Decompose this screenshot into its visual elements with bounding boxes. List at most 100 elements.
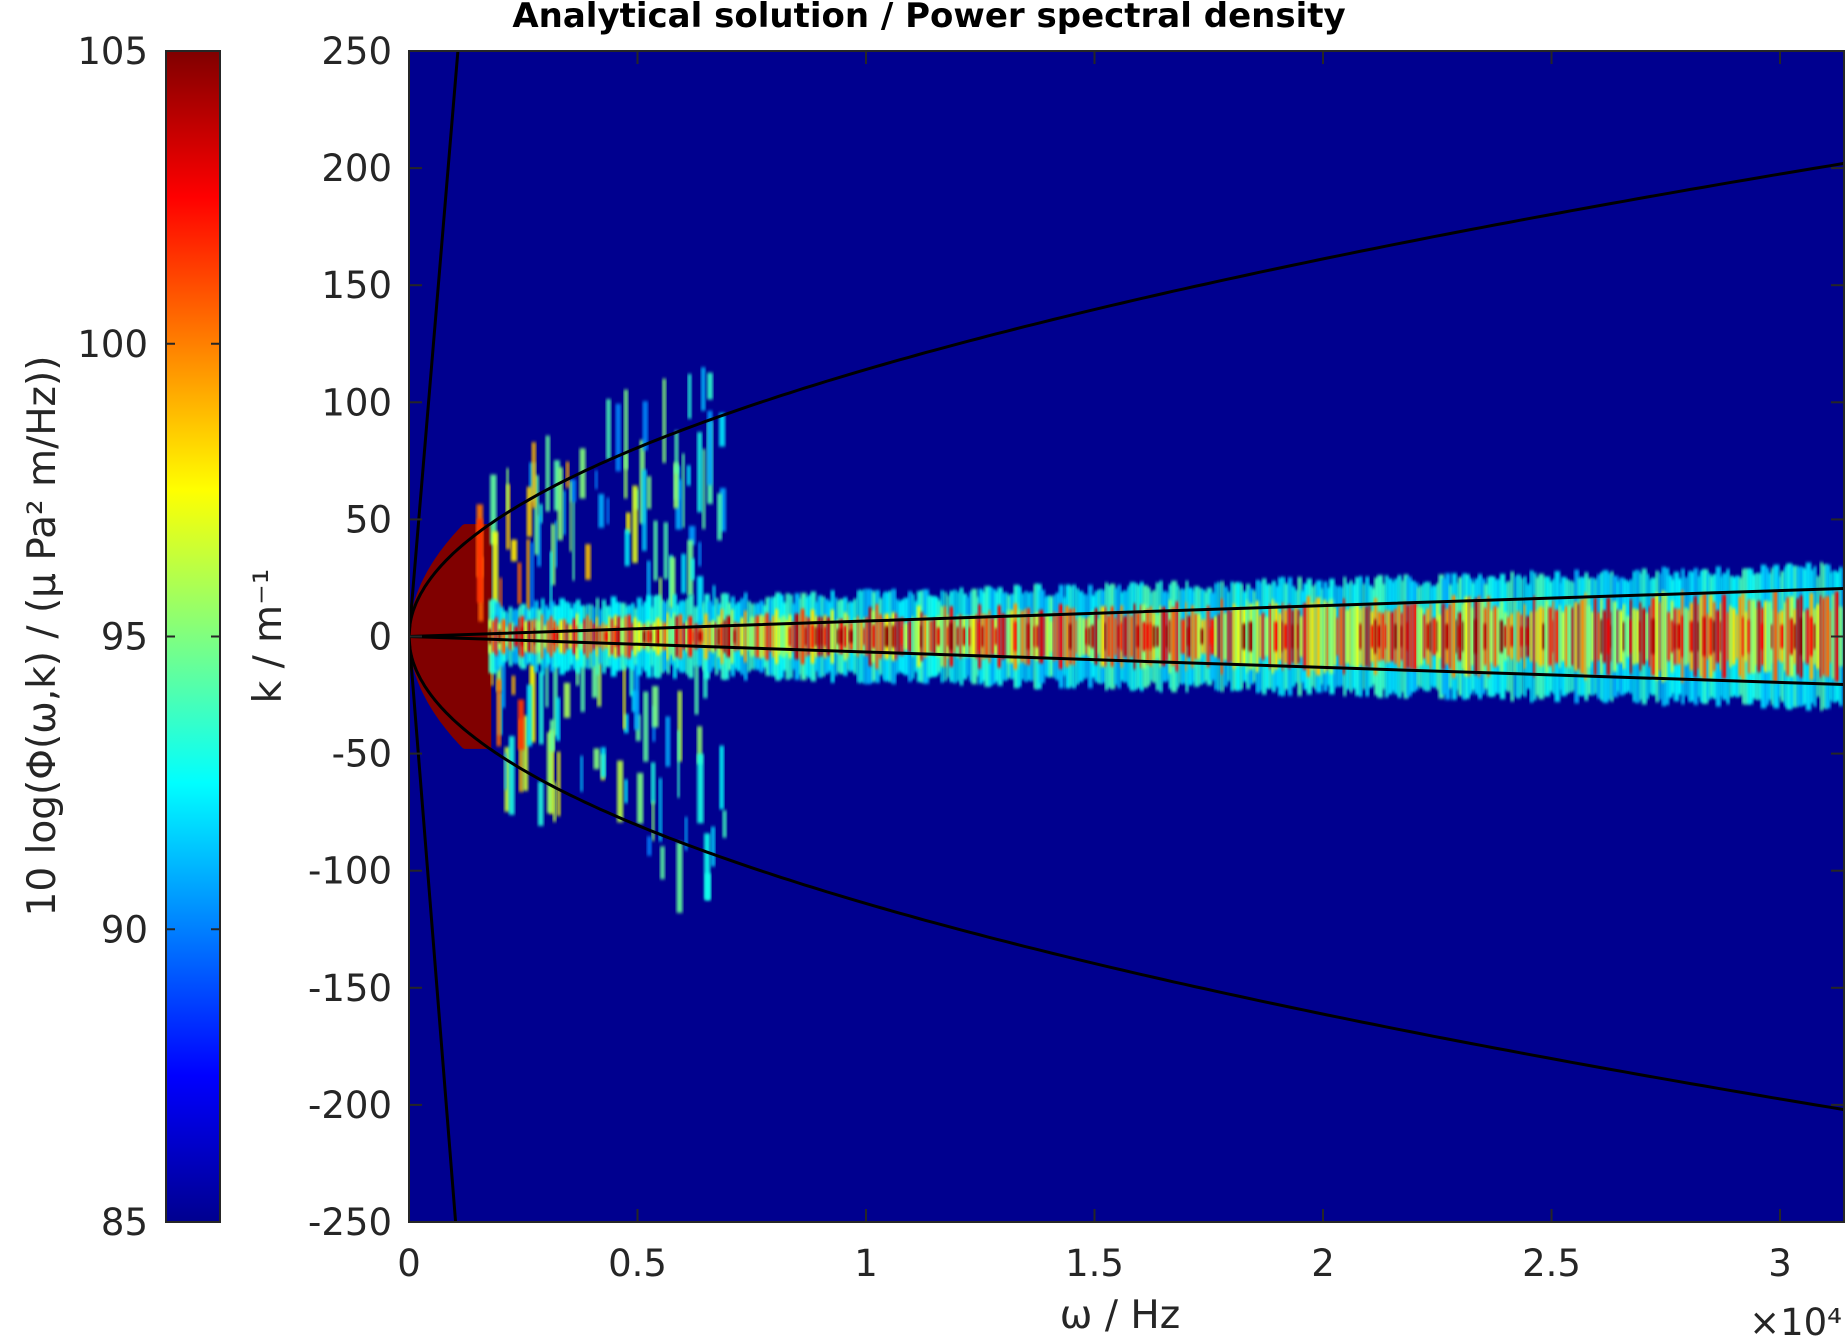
ridge-peak xyxy=(1697,621,1701,652)
ridge-core xyxy=(1058,604,1064,669)
ridge-core xyxy=(682,623,687,650)
ridge-core xyxy=(1738,596,1744,677)
ridge-core xyxy=(624,615,629,658)
ridge-peak xyxy=(978,622,984,651)
ridge-core xyxy=(940,606,944,667)
ridge-core xyxy=(1062,613,1067,660)
ridge-peak xyxy=(1526,627,1531,646)
ridge-core xyxy=(1822,598,1828,675)
ridge-core xyxy=(678,614,684,659)
ridge-core xyxy=(620,618,627,655)
heatmap-speckle xyxy=(632,485,638,563)
ridge-core xyxy=(798,614,803,659)
ridge-core xyxy=(495,617,501,656)
ridge-core xyxy=(1464,596,1470,677)
dispersion-curve xyxy=(409,161,1844,637)
ridge-peak xyxy=(1651,618,1657,655)
ridge-peak xyxy=(534,628,539,645)
ridge-core xyxy=(1441,603,1448,670)
heatmap-speckle xyxy=(572,499,575,581)
ridge-peak xyxy=(1503,625,1508,648)
ridge-peak xyxy=(1187,627,1194,646)
ridge-core xyxy=(1268,604,1273,669)
dispersion-curve xyxy=(409,51,460,637)
ridge-peak xyxy=(1676,623,1683,650)
ridge-core xyxy=(1767,601,1773,672)
ridge-peak xyxy=(1120,622,1125,651)
heatmap-speckle xyxy=(650,762,656,804)
ridge-peak xyxy=(1168,619,1173,654)
ridge-core xyxy=(707,621,713,652)
heatmap-speckle xyxy=(722,810,727,838)
ridge-peak xyxy=(1117,625,1122,648)
ridge-core xyxy=(907,620,912,653)
ridge-core xyxy=(1078,615,1084,658)
ridge-core xyxy=(1493,605,1499,668)
ridge-peak xyxy=(821,627,825,646)
ridge-core xyxy=(1568,605,1573,668)
ridge-core xyxy=(685,620,690,653)
ridge-core xyxy=(1574,601,1579,672)
ridge-core xyxy=(1403,602,1409,671)
heatmap-speckle xyxy=(624,529,630,567)
ridge-core xyxy=(1004,614,1009,659)
ridge-core xyxy=(491,620,498,653)
ridge-core xyxy=(1278,613,1283,660)
ridge-core xyxy=(1533,596,1537,677)
heatmap-speckle xyxy=(637,772,644,824)
ridge-core xyxy=(1802,611,1808,662)
ridge-peak xyxy=(595,627,600,646)
ridge-peak xyxy=(817,627,822,646)
heatmap-speckle xyxy=(665,716,671,767)
heatmap-speckle xyxy=(701,367,706,411)
heatmap-speckle xyxy=(707,410,713,486)
ridge-core xyxy=(1535,610,1541,663)
ridge-peak xyxy=(552,629,559,644)
heatmap-speckle xyxy=(504,753,507,790)
ridge-core xyxy=(1387,610,1393,663)
ridge-peak xyxy=(617,627,623,646)
heatmap-speckle xyxy=(501,629,506,708)
heatmap-speckle xyxy=(677,690,683,762)
ridge-core xyxy=(1107,615,1113,658)
ridge-peak xyxy=(810,624,817,649)
ridge-peak xyxy=(1394,624,1399,649)
ridge-core xyxy=(662,622,668,651)
ridge-core xyxy=(1744,611,1750,662)
x-tick-label: 3 xyxy=(1768,1242,1792,1285)
heatmap-speckle xyxy=(646,476,652,509)
heatmap-speckle xyxy=(623,453,628,499)
heatmap-speckle xyxy=(570,479,576,502)
x-tick-label: 1.5 xyxy=(1065,1242,1124,1285)
ridge-peak xyxy=(1090,625,1097,648)
ridge-core xyxy=(1645,612,1650,661)
heatmap-speckle xyxy=(496,679,502,747)
ridge-core xyxy=(1584,592,1589,681)
ridge-peak xyxy=(1068,623,1074,650)
ridge-core xyxy=(1706,613,1711,660)
ridge-core xyxy=(929,620,936,653)
y-tick-label: 150 xyxy=(321,264,392,307)
chart-title: Analytical solution / Power spectral den… xyxy=(512,0,1345,36)
ridge-core xyxy=(859,620,864,653)
heatmap-speckle xyxy=(704,833,711,900)
colorbar-label: 10 log(Φ(ω,k) / (μ Pa² m/Hz)) xyxy=(20,356,65,917)
ridge-core xyxy=(1423,614,1428,659)
ridge-core xyxy=(1438,614,1445,659)
ridge-peak xyxy=(1445,623,1451,650)
heatmap-speckle xyxy=(623,389,629,470)
ridge-core xyxy=(853,618,858,655)
ridge-core xyxy=(1329,599,1335,674)
ridge-core xyxy=(1191,605,1196,668)
heatmap-speckle xyxy=(526,539,531,618)
ridge-core xyxy=(1133,603,1138,670)
heatmap-speckle xyxy=(580,642,585,712)
heatmap-speckle xyxy=(676,842,683,913)
ridge-core xyxy=(1045,614,1052,659)
x-tick-label: 1 xyxy=(854,1242,878,1285)
heatmap-speckle xyxy=(506,484,511,550)
ridge-peak xyxy=(1747,619,1754,654)
ridge-core xyxy=(559,619,565,654)
y-tick-label: 200 xyxy=(321,147,392,190)
ridge-peak xyxy=(1606,618,1612,655)
